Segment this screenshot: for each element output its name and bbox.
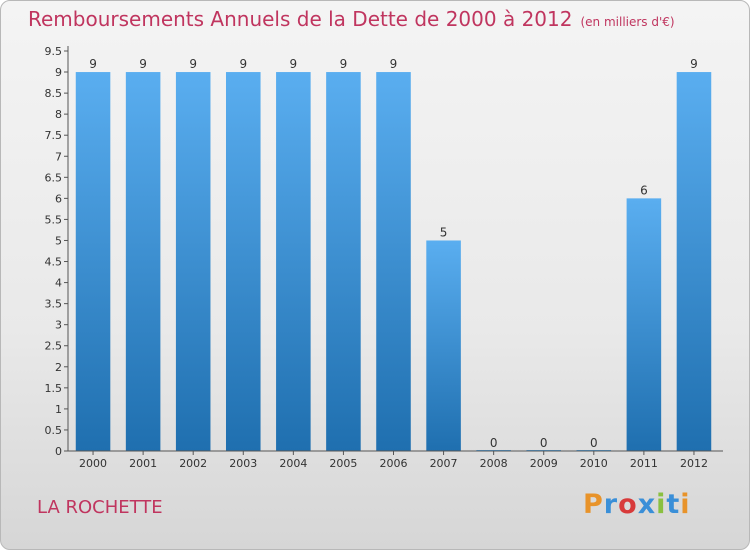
y-tick-label: 1.5 xyxy=(45,382,63,395)
bar-2004 xyxy=(276,72,311,451)
x-tick-label-2010: 2010 xyxy=(580,457,608,470)
logo-letter: P xyxy=(583,489,604,520)
bar-2012 xyxy=(676,72,712,451)
y-tick-label: 2.5 xyxy=(45,340,63,353)
x-tick-label-2001: 2001 xyxy=(129,457,157,470)
data-label-2007: 5 xyxy=(440,225,448,239)
y-tick-label: 0 xyxy=(55,445,62,458)
bar-2002 xyxy=(175,72,211,451)
y-tick-label: 7 xyxy=(55,150,62,163)
bar-2011 xyxy=(626,198,662,451)
data-label-2004: 9 xyxy=(290,57,298,71)
y-tick-label: 2 xyxy=(55,361,62,374)
x-tick-label-2003: 2003 xyxy=(229,457,257,470)
title-unit: (en milliers d'€) xyxy=(580,15,675,29)
data-label-2012: 9 xyxy=(690,57,698,71)
data-label-2008: 0 xyxy=(490,436,498,450)
y-tick-label: 4.5 xyxy=(45,256,63,269)
data-label-2000: 9 xyxy=(89,57,97,71)
chart-title: Remboursements Annuels de la Dette de 20… xyxy=(28,7,675,31)
x-tick-label-2005: 2005 xyxy=(329,457,357,470)
y-tick-label: 7.5 xyxy=(45,129,63,142)
logo-letter: t xyxy=(666,489,681,520)
data-label-2010: 0 xyxy=(590,436,598,450)
y-tick-label: 5 xyxy=(55,234,62,247)
data-label-2005: 9 xyxy=(340,57,348,71)
bar-2000 xyxy=(75,72,111,451)
x-tick-label-2004: 2004 xyxy=(279,457,307,470)
y-tick-label: 1 xyxy=(55,403,62,416)
bar-2007 xyxy=(426,240,461,451)
y-tick-label: 3 xyxy=(55,319,62,332)
commune-name: LA ROCHETTE xyxy=(37,497,163,518)
y-tick-label: 8 xyxy=(55,108,62,121)
data-label-2009: 0 xyxy=(540,436,548,450)
y-tick-label: 9 xyxy=(55,66,62,79)
y-tick-label: 0.5 xyxy=(45,424,63,437)
y-tick-label: 5.5 xyxy=(45,213,63,226)
y-tick-label: 6.5 xyxy=(45,171,63,184)
y-tick-label: 8.5 xyxy=(45,87,63,100)
bar-2005 xyxy=(326,72,361,451)
logo-letter: i xyxy=(680,489,691,520)
proxiti-logo: Proxiti xyxy=(583,489,691,520)
x-tick-label-2007: 2007 xyxy=(430,457,458,470)
y-tick-label: 9.5 xyxy=(45,45,63,58)
bar-2006 xyxy=(376,72,411,451)
y-tick-label: 4 xyxy=(55,277,62,290)
x-tick-label-2009: 2009 xyxy=(530,457,558,470)
bar-2001 xyxy=(125,72,161,451)
x-tick-label-2012: 2012 xyxy=(680,457,708,470)
data-label-2002: 9 xyxy=(189,57,197,71)
x-tick-label-2011: 2011 xyxy=(630,457,658,470)
y-tick-label: 3.5 xyxy=(45,298,63,311)
logo-letter: o xyxy=(618,489,638,520)
data-label-2011: 6 xyxy=(640,183,648,197)
logo-letter: i xyxy=(656,489,667,520)
logo-letter: r xyxy=(603,489,619,520)
x-tick-label-2000: 2000 xyxy=(79,457,107,470)
y-tick-label: 6 xyxy=(55,192,62,205)
data-label-2001: 9 xyxy=(139,57,147,71)
title-text: Remboursements Annuels de la Dette de 20… xyxy=(28,7,573,31)
data-label-2003: 9 xyxy=(239,57,247,71)
bar-2003 xyxy=(225,72,261,451)
x-tick-label-2006: 2006 xyxy=(380,457,408,470)
x-tick-label-2002: 2002 xyxy=(179,457,207,470)
x-tick-label-2008: 2008 xyxy=(480,457,508,470)
data-label-2006: 9 xyxy=(390,57,398,71)
logo-letter: x xyxy=(637,489,657,520)
